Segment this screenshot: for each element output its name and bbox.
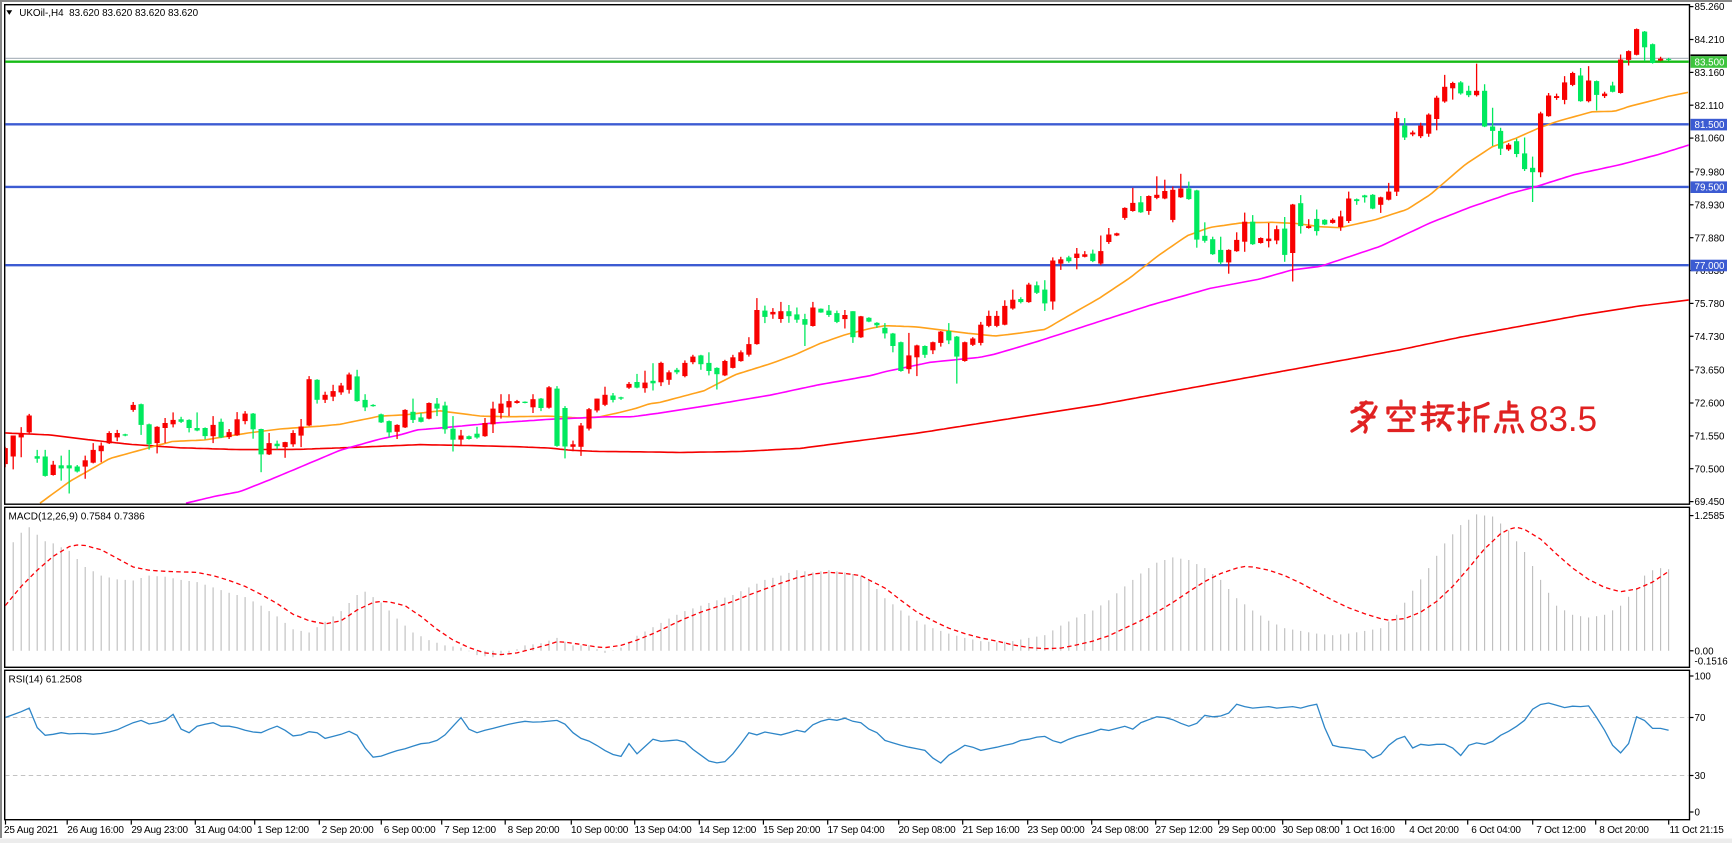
svg-text:78.930: 78.930 bbox=[1695, 200, 1726, 211]
svg-text:4 Oct 20:00: 4 Oct 20:00 bbox=[1409, 825, 1459, 836]
svg-text:1.2585: 1.2585 bbox=[1695, 511, 1726, 522]
svg-text:30: 30 bbox=[1695, 771, 1706, 782]
svg-text:100: 100 bbox=[1695, 672, 1712, 683]
svg-text:8 Oct 20:00: 8 Oct 20:00 bbox=[1599, 825, 1649, 836]
svg-text:21 Sep 16:00: 21 Sep 16:00 bbox=[962, 825, 1020, 836]
svg-text:73.650: 73.650 bbox=[1695, 366, 1726, 377]
svg-text:82.110: 82.110 bbox=[1695, 101, 1725, 112]
svg-text:UKOil-,H4 83.620 83.620 83.62: UKOil-,H4 83.620 83.620 83.620 83.620 bbox=[19, 8, 198, 19]
svg-text:70: 70 bbox=[1695, 713, 1706, 724]
svg-text:11 Oct 21:15: 11 Oct 21:15 bbox=[1670, 825, 1725, 836]
svg-text:29 Aug 23:00: 29 Aug 23:00 bbox=[131, 825, 188, 836]
svg-text:-0.1516: -0.1516 bbox=[1695, 656, 1729, 667]
svg-text:MACD(12,26,9) 0.7584 0.7386: MACD(12,26,9) 0.7584 0.7386 bbox=[9, 512, 146, 523]
svg-text:14 Sep 12:00: 14 Sep 12:00 bbox=[699, 825, 757, 836]
svg-text:10 Sep 00:00: 10 Sep 00:00 bbox=[571, 825, 629, 836]
svg-text:1 Oct 16:00: 1 Oct 16:00 bbox=[1345, 825, 1395, 836]
svg-text:25 Aug 2021: 25 Aug 2021 bbox=[4, 825, 59, 836]
svg-text:7 Oct 12:00: 7 Oct 12:00 bbox=[1536, 825, 1586, 836]
svg-text:77.000: 77.000 bbox=[1695, 261, 1726, 272]
svg-text:81.060: 81.060 bbox=[1695, 134, 1726, 145]
svg-text:8 Sep 20:00: 8 Sep 20:00 bbox=[508, 825, 560, 836]
svg-text:76.830: 76.830 bbox=[1695, 266, 1726, 277]
svg-text:0: 0 bbox=[1695, 808, 1701, 819]
svg-text:20 Sep 08:00: 20 Sep 08:00 bbox=[898, 825, 956, 836]
svg-text:7 Sep 12:00: 7 Sep 12:00 bbox=[444, 825, 496, 836]
svg-text:27 Sep 12:00: 27 Sep 12:00 bbox=[1155, 825, 1213, 836]
svg-text:83.5: 83.5 bbox=[1529, 400, 1597, 439]
svg-text:83.160: 83.160 bbox=[1695, 68, 1726, 79]
svg-text:79.500: 79.500 bbox=[1695, 183, 1726, 194]
svg-text:17 Sep 04:00: 17 Sep 04:00 bbox=[827, 825, 885, 836]
svg-text:2 Sep 20:00: 2 Sep 20:00 bbox=[322, 825, 374, 836]
svg-text:85.260: 85.260 bbox=[1695, 2, 1726, 13]
svg-text:75.780: 75.780 bbox=[1695, 299, 1726, 310]
svg-text:74.730: 74.730 bbox=[1695, 332, 1726, 343]
svg-text:77.880: 77.880 bbox=[1695, 233, 1726, 244]
svg-text:69.450: 69.450 bbox=[1695, 497, 1726, 508]
svg-text:13 Sep 04:00: 13 Sep 04:00 bbox=[634, 825, 692, 836]
svg-text:0.00: 0.00 bbox=[1695, 646, 1715, 657]
svg-text:84.210: 84.210 bbox=[1695, 35, 1726, 46]
svg-text:81.500: 81.500 bbox=[1695, 120, 1726, 131]
svg-text:72.600: 72.600 bbox=[1695, 399, 1726, 410]
svg-text:30 Sep 08:00: 30 Sep 08:00 bbox=[1282, 825, 1340, 836]
svg-text:1 Sep 12:00: 1 Sep 12:00 bbox=[257, 825, 309, 836]
svg-text:71.550: 71.550 bbox=[1695, 431, 1726, 442]
svg-text:83.500: 83.500 bbox=[1695, 58, 1726, 69]
svg-text:79.980: 79.980 bbox=[1695, 168, 1726, 179]
svg-text:70.500: 70.500 bbox=[1695, 464, 1726, 475]
svg-text:6 Oct 04:00: 6 Oct 04:00 bbox=[1471, 825, 1521, 836]
svg-text:29 Sep 00:00: 29 Sep 00:00 bbox=[1218, 825, 1276, 836]
svg-text:6 Sep 00:00: 6 Sep 00:00 bbox=[384, 825, 436, 836]
svg-text:RSI(14) 61.2508: RSI(14) 61.2508 bbox=[9, 675, 83, 686]
svg-text:15 Sep 20:00: 15 Sep 20:00 bbox=[763, 825, 821, 836]
svg-text:24 Sep 08:00: 24 Sep 08:00 bbox=[1091, 825, 1149, 836]
svg-text:26 Aug 16:00: 26 Aug 16:00 bbox=[67, 825, 124, 836]
svg-text:31 Aug 04:00: 31 Aug 04:00 bbox=[195, 825, 252, 836]
svg-text:23 Sep 00:00: 23 Sep 00:00 bbox=[1027, 825, 1085, 836]
